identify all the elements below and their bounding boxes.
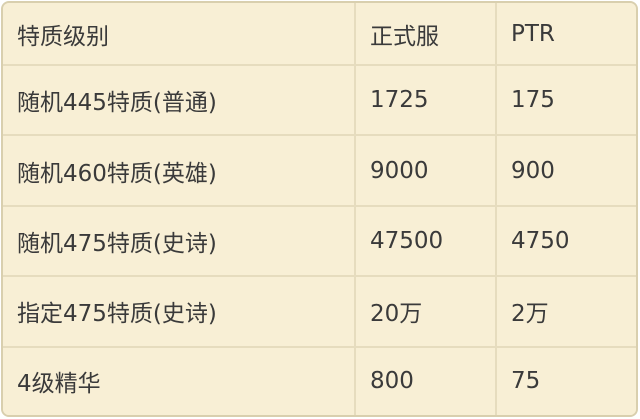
table-header-row: 特质级别 正式服 PTR xyxy=(3,3,636,66)
table-row: 随机475特质(史诗) 47500 4750 xyxy=(3,205,636,278)
ptr-value-cell: 900 xyxy=(496,135,636,207)
header-live-server: 正式服 xyxy=(355,3,497,66)
ptr-value-cell: 4750 xyxy=(496,205,636,278)
table-row: 随机445特质(普通) 1725 175 xyxy=(3,65,636,137)
trait-level-cell: 指定475特质(史诗) xyxy=(3,276,356,348)
trait-cost-table: 特质级别 正式服 PTR 随机445特质(普通) 1725 175 随机460特… xyxy=(3,3,636,415)
ptr-value-cell: 175 xyxy=(496,65,636,137)
header-ptr: PTR xyxy=(496,3,636,66)
trait-level-cell: 随机445特质(普通) xyxy=(3,65,356,137)
trait-level-cell: 4级精华 xyxy=(3,346,356,415)
live-server-value-cell: 9000 xyxy=(355,135,497,207)
table-row: 随机460特质(英雄) 9000 900 xyxy=(3,135,636,207)
live-server-value-cell: 800 xyxy=(355,346,497,415)
trait-level-cell: 随机460特质(英雄) xyxy=(3,135,356,207)
ptr-value-cell: 75 xyxy=(496,346,636,415)
live-server-value-cell: 47500 xyxy=(355,205,497,278)
trait-level-cell: 随机475特质(史诗) xyxy=(3,205,356,278)
table-row: 4级精华 800 75 xyxy=(3,346,636,415)
live-server-value-cell: 20万 xyxy=(355,276,497,348)
live-server-value-cell: 1725 xyxy=(355,65,497,137)
ptr-value-cell: 2万 xyxy=(496,276,636,348)
header-trait-level: 特质级别 xyxy=(3,3,356,66)
table-row: 指定475特质(史诗) 20万 2万 xyxy=(3,276,636,348)
